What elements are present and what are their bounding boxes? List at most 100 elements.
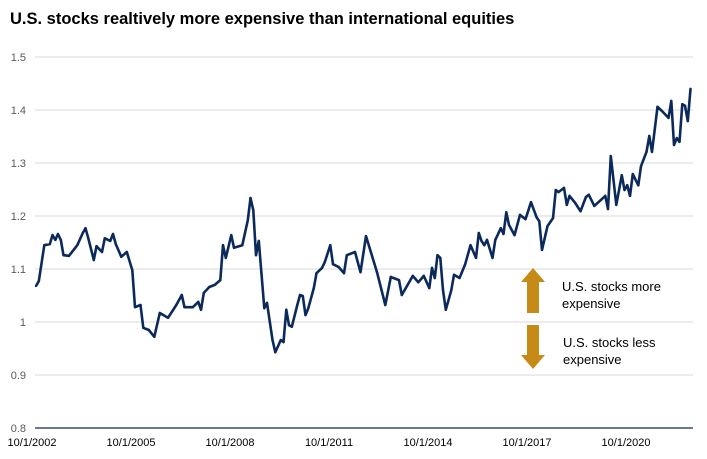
data-point [609,154,612,158]
data-point [62,254,65,257]
data-point [202,291,205,295]
data-point [252,208,255,212]
data-point [48,242,51,246]
data-point [524,217,527,221]
data-point [285,308,288,312]
data-point [452,273,456,277]
data-point [342,272,346,275]
x-tick-label: 10/1/2002 [8,437,57,449]
x-tick-label: 10/1/2017 [503,437,552,449]
data-point [315,272,318,275]
data-point [208,285,211,289]
data-point [133,305,137,309]
chart-title: U.S. stocks realtively more expensive th… [10,10,515,28]
data-point [430,266,434,270]
data-point [304,313,307,317]
data-point [593,204,596,208]
data-point [56,232,60,236]
data-point [290,325,293,328]
data-point [648,134,651,138]
x-tick-label: 10/1/2011 [305,437,353,449]
data-point [400,293,403,297]
data-point [606,207,610,211]
data-point [557,190,560,194]
data-point [191,305,194,309]
data-point [183,305,186,309]
data-point [645,150,648,154]
data-point [254,254,258,257]
data-point [678,140,681,143]
data-point [661,110,665,114]
data-point [477,231,480,235]
data-point [59,238,62,242]
data-point [631,172,634,176]
y-tick-label: 1.4 [11,105,26,117]
data-point [480,239,483,243]
data-point [337,265,340,269]
x-tick-label: 10/1/2005 [107,437,156,449]
data-point [153,335,156,339]
data-point [271,338,274,342]
data-point [604,194,607,198]
data-point [249,196,252,200]
series-line [34,88,692,354]
x-tick-label: 10/1/2008 [206,437,255,449]
y-tick-label: 1.1 [11,264,26,276]
data-point [670,99,673,103]
data-point [81,231,84,235]
data-point [114,242,117,246]
data-point [436,254,439,257]
data-point [450,289,453,292]
data-point [681,102,684,106]
data-point [54,238,57,242]
data-point [329,243,332,247]
data-point [565,203,568,207]
data-point [100,250,104,254]
data-point [241,243,244,247]
data-point [518,213,522,217]
data-point [551,216,555,220]
data-point [483,243,486,247]
data-point [411,274,414,278]
data-point [76,243,79,247]
data-point [538,220,541,223]
data-point [375,270,379,274]
data-point [221,243,225,247]
data-point [142,326,145,330]
data-point [623,188,626,192]
data-point [323,260,326,264]
up-arrow-icon [521,268,545,313]
data-point [439,256,442,260]
data-point [359,270,362,274]
data-point [428,286,431,290]
x-tick-label: 10/1/2020 [602,437,651,449]
data-point [125,250,128,254]
data-point [279,338,282,342]
data-point [131,268,134,272]
data-point [620,173,623,177]
data-point [433,276,436,280]
data-point [494,238,497,242]
annotation-less-line2: expensive [563,352,622,367]
data-point [397,278,401,282]
data-point [213,283,216,287]
data-point [37,279,40,283]
data-point [689,87,692,91]
data-point [111,232,115,236]
data-point [312,286,315,290]
data-point [298,293,302,297]
data-point [282,340,285,344]
y-tick-label: 1 [20,317,26,329]
data-point [513,233,516,237]
data-point [180,293,183,297]
data-point [540,248,544,252]
data-point [345,254,348,257]
data-point [686,119,689,123]
data-point [92,258,95,262]
x-tick-label: 10/1/2014 [404,437,453,449]
data-point [469,243,472,247]
y-tick-label: 1.5 [11,52,26,64]
data-point [34,284,38,288]
data-point [554,188,557,192]
